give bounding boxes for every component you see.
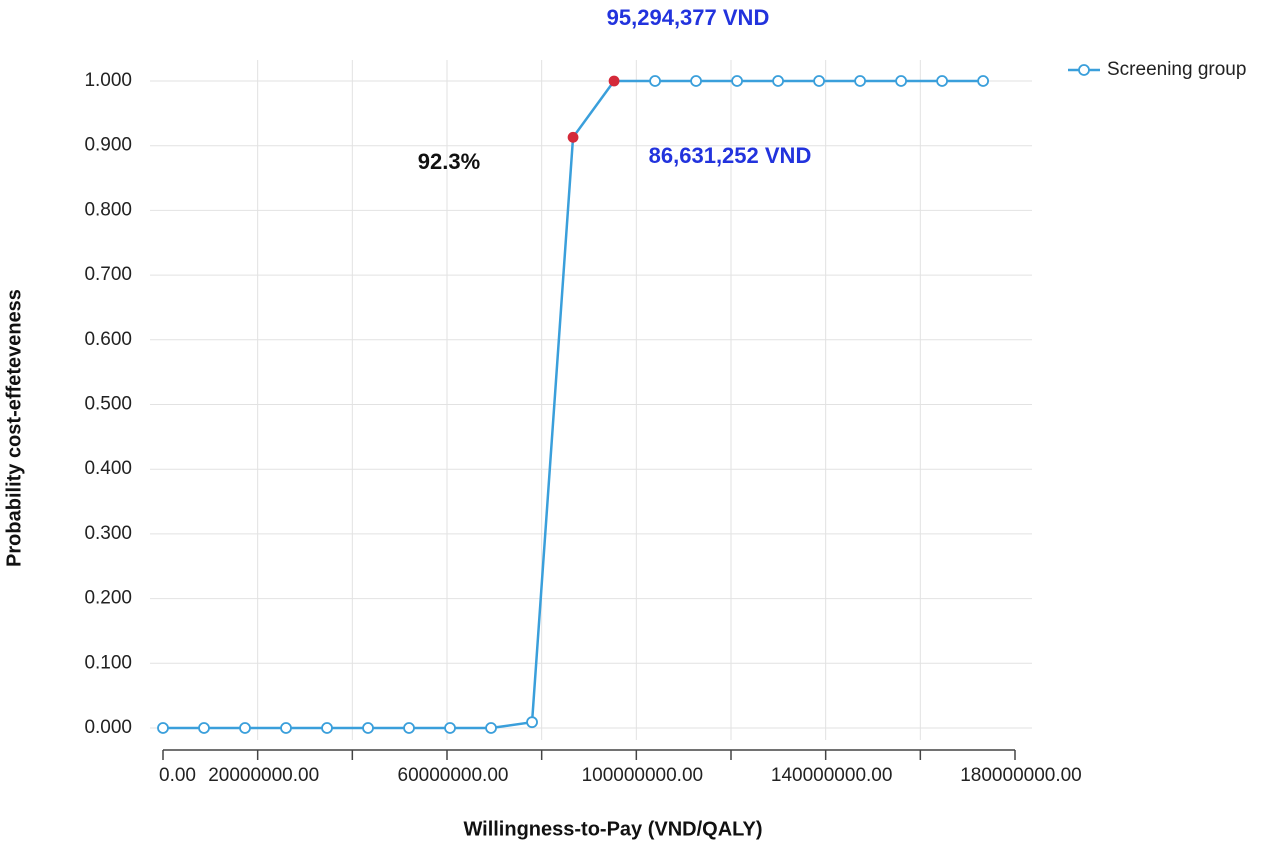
data-point <box>321 722 333 734</box>
highlighted-point <box>608 75 620 87</box>
data-point <box>239 722 251 734</box>
data-point <box>526 716 538 729</box>
y-tick-label: 0.800 <box>84 199 132 220</box>
data-point <box>895 75 907 87</box>
data-point <box>198 722 210 734</box>
legend-marker <box>1078 64 1090 76</box>
x-tick-label: 140000000.00 <box>771 765 893 786</box>
data-point <box>772 75 784 87</box>
y-tick-label: 0.500 <box>84 394 132 415</box>
y-tick-label: 0.400 <box>84 458 132 479</box>
y-tick-label: 0.000 <box>84 717 132 738</box>
y-tick-label: 0.100 <box>84 652 132 673</box>
y-tick-label: 0.300 <box>84 523 132 544</box>
y-tick-label: 0.600 <box>84 329 132 350</box>
y-axis-title: Probability cost-effeteveness <box>3 289 25 567</box>
y-tick-label: 0.900 <box>84 135 132 156</box>
data-point <box>280 722 292 734</box>
data-point <box>690 75 702 87</box>
x-tick-label: 60000000.00 <box>398 765 509 786</box>
x-tick-label: 100000000.00 <box>582 765 704 786</box>
y-tick-label: 0.700 <box>84 264 132 285</box>
x-tick-label: 0.00 <box>159 765 196 786</box>
highlighted-point <box>567 131 579 143</box>
data-point <box>977 75 990 87</box>
annotation: 95,294,377 VND <box>607 5 770 30</box>
data-point <box>936 75 949 87</box>
data-point <box>731 75 743 87</box>
data-point <box>362 722 374 734</box>
y-tick-label: 0.200 <box>84 588 132 609</box>
data-point <box>403 722 415 734</box>
data-point <box>485 722 497 734</box>
legend-label: Screening group <box>1107 59 1246 80</box>
x-tick-label: 20000000.00 <box>208 765 319 786</box>
y-tick-label: 1.000 <box>84 70 132 91</box>
x-tick-label: 180000000.00 <box>960 765 1082 786</box>
x-axis-title: Willingness-to-Pay (VND/QALY) <box>463 818 762 840</box>
data-point <box>649 75 661 87</box>
data-point <box>157 722 169 734</box>
data-point <box>444 722 456 734</box>
data-point <box>813 75 825 87</box>
annotation: 92.3% <box>418 149 480 174</box>
data-point <box>854 75 866 87</box>
annotation: 86,631,252 VND <box>649 143 812 168</box>
